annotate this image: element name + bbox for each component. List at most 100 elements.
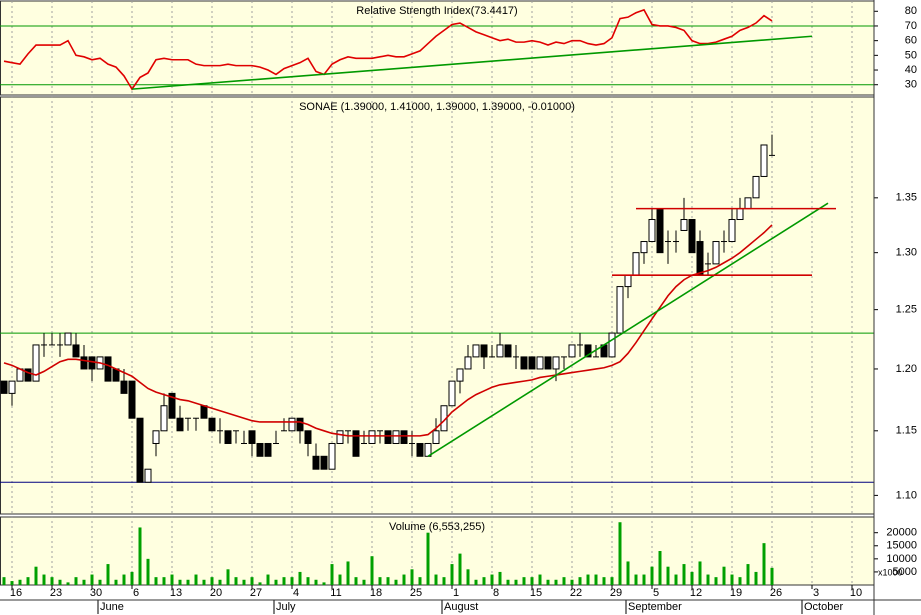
volume-bar [234,577,238,585]
volume-bar [746,564,750,585]
candle-body [336,430,344,444]
candle-body [568,344,576,358]
candle-body [80,356,88,370]
volume-bar [578,577,582,585]
volume-bar [18,579,22,585]
x-tick-label: 15 [530,587,542,599]
volume-bar [10,581,14,585]
volume-bar [698,561,702,585]
volume-bar [434,574,438,585]
volume-bar [546,579,550,585]
volume-bar [130,571,134,585]
volume-bar [402,574,406,585]
panels [0,0,875,586]
volume-bar [186,579,190,585]
volume-bar [202,579,206,585]
volume-bar [738,577,742,585]
volume-bar [658,551,662,585]
panel-title: SONAE (1.39000, 1.41000, 1.39000, 1.3900… [299,101,575,113]
candle-body [312,455,320,470]
volume-bar [594,574,598,585]
volume-bar [506,579,510,585]
volume-bar [58,579,62,585]
x-tick-label: 13 [170,587,182,599]
x-tick-label: 3 [813,587,819,599]
candle-body [296,417,304,432]
candle-body [544,356,552,370]
volume-bar [682,564,686,585]
candle-body [24,368,32,382]
x-tick-label: 18 [370,587,382,599]
candle-body [752,175,760,199]
candle-body [520,356,528,370]
candle-body [736,208,744,221]
volume-bar [66,582,70,585]
volume-bar [266,574,270,585]
x-tick-label: 30 [90,587,102,599]
x-tick-label: 8 [493,587,499,599]
volume-bar [490,574,494,585]
volume-bar [522,577,526,585]
month-label: September [628,601,682,613]
volume-bar [330,564,334,585]
volume-bar [50,577,54,585]
y-tick-label: 40 [905,64,917,76]
candle-body [248,430,256,444]
volume-bar [346,561,350,585]
candle-body [624,274,632,288]
volume-bar [74,577,78,585]
candle-body [712,241,720,265]
candle-body [368,430,376,444]
volume-bar [154,577,158,585]
candle-body [384,430,392,444]
volume-bar [602,577,606,585]
month-label: August [444,601,478,613]
month-label: July [276,601,296,613]
candle-body [256,442,264,457]
candle-body [392,430,400,444]
volume-bar [642,574,646,585]
volume-bar [610,577,614,585]
volume-bar [282,577,286,585]
y-tick-label: 1.15 [896,425,917,437]
panel-title: Relative Strength Index(73.4417) [356,5,517,17]
y-tick-label: 1.10 [896,489,917,501]
volume-bar [138,527,142,585]
volume-bar [98,579,102,585]
volume-bar [450,564,454,585]
candle-body [648,219,656,243]
volume-bar [762,543,766,585]
volume-bar [314,579,318,585]
volume-bar [650,566,654,585]
panel [0,134,874,483]
volume-bar [274,579,278,585]
volume-bar [482,577,486,585]
x-tick-label: 20 [210,587,222,599]
volume-bar [666,566,670,585]
candle-body [728,219,736,243]
panel-background [0,516,875,586]
volume-bar [194,574,198,585]
volume-bar [362,579,366,585]
candle-body [152,430,160,444]
volume-bar [586,574,590,585]
candle-body [200,405,208,419]
month-label: June [100,601,124,613]
x-grid [11,1,853,585]
candle-body [688,219,696,254]
candle-body [8,380,16,394]
volume-bar [570,579,574,585]
volume-bar [722,566,726,585]
volume-bar [226,569,230,585]
volume-bar [674,574,678,585]
x-tick-label: 27 [250,587,262,599]
volume-bar [618,522,622,585]
moving-average [3,224,773,437]
y-tick-label: 70 [905,20,917,32]
x-tick-label: 22 [570,587,582,599]
candle-body [328,442,336,470]
panel-title: Volume (6,553,255) [389,521,485,533]
volume-bar [210,577,214,585]
x-tick-label: 1 [453,587,459,599]
